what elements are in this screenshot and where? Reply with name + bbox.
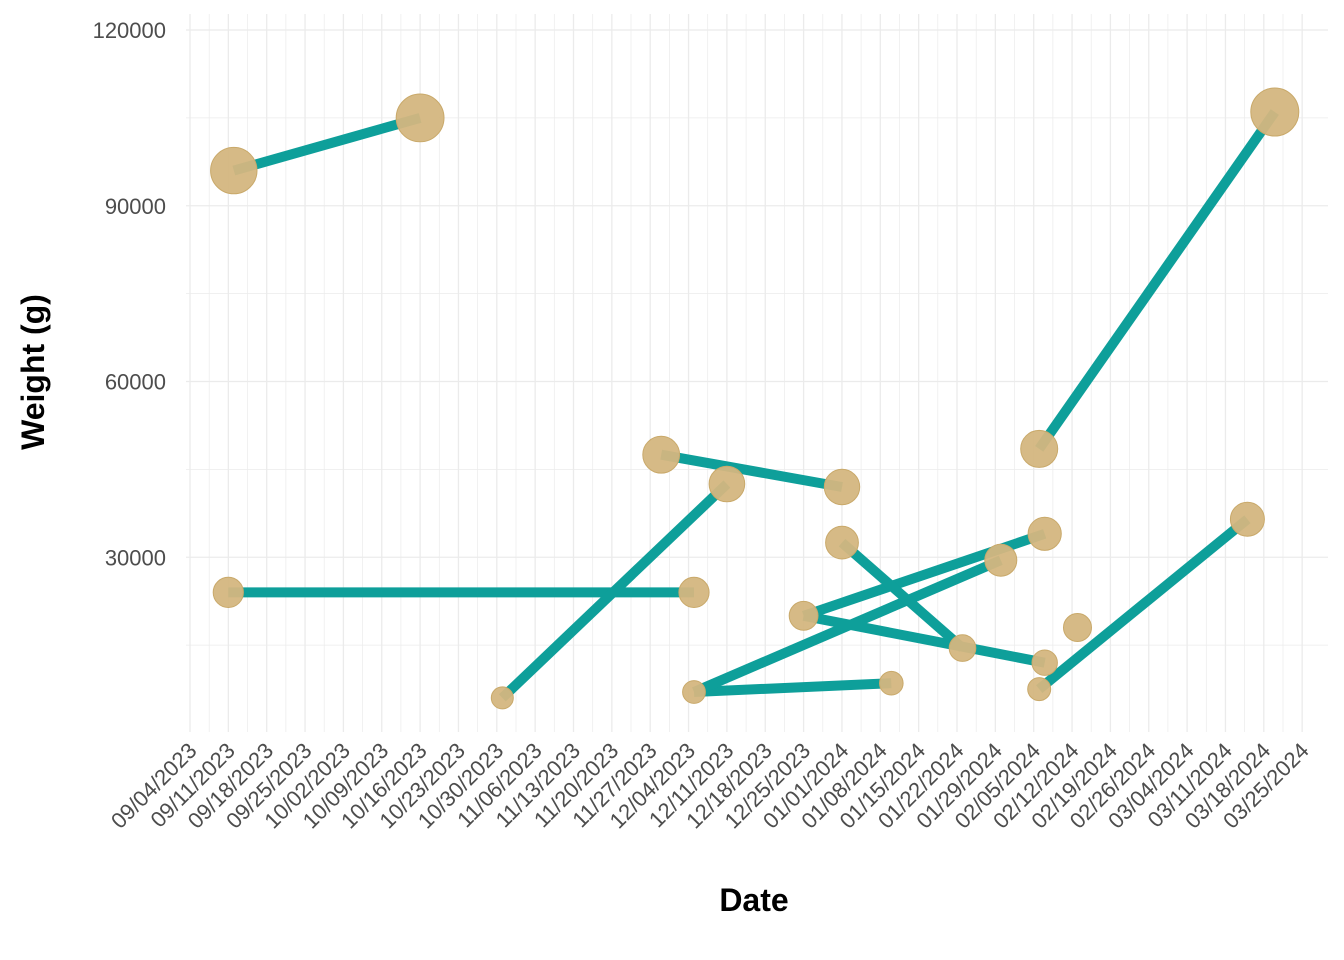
data-point	[682, 680, 706, 704]
data-point	[1063, 613, 1092, 642]
data-point	[1250, 87, 1300, 137]
data-point	[678, 576, 710, 609]
data-point	[395, 93, 445, 143]
series-line	[838, 538, 966, 652]
data-point	[490, 686, 514, 710]
data-point	[1027, 677, 1052, 702]
y-tick-label: 60000	[105, 370, 166, 395]
series-line	[802, 610, 1046, 668]
data-point	[642, 435, 681, 474]
data-point	[984, 543, 1018, 577]
data-point	[708, 465, 746, 503]
series-points	[210, 87, 1300, 710]
data-point	[1027, 516, 1062, 551]
series-lines	[228, 109, 1279, 702]
grid-lines	[186, 14, 1328, 732]
y-tick-label: 120000	[93, 18, 166, 43]
data-point	[788, 600, 819, 631]
data-point	[825, 525, 859, 560]
data-point	[1020, 429, 1059, 468]
data-point	[823, 468, 861, 506]
data-point	[210, 146, 258, 195]
y-axis-tick-labels: 30000 60000 90000 120000	[93, 18, 166, 570]
series-line	[1036, 515, 1251, 693]
y-tick-label: 30000	[105, 545, 166, 570]
data-point	[212, 576, 244, 609]
data-point	[879, 670, 904, 696]
series-line	[660, 449, 843, 492]
x-axis-tick-labels: 09/04/202309/11/202309/18/202309/25/2023…	[106, 738, 1314, 834]
data-point	[948, 634, 977, 662]
x-axis-title: Date	[719, 882, 788, 918]
series-line	[232, 113, 422, 176]
y-tick-label: 90000	[105, 194, 166, 219]
data-point	[1031, 649, 1058, 676]
series-line	[498, 480, 731, 702]
data-point	[1229, 501, 1265, 537]
series-line	[1035, 109, 1279, 452]
series-line	[693, 678, 892, 697]
y-axis-title: Weight (g)	[15, 294, 51, 450]
